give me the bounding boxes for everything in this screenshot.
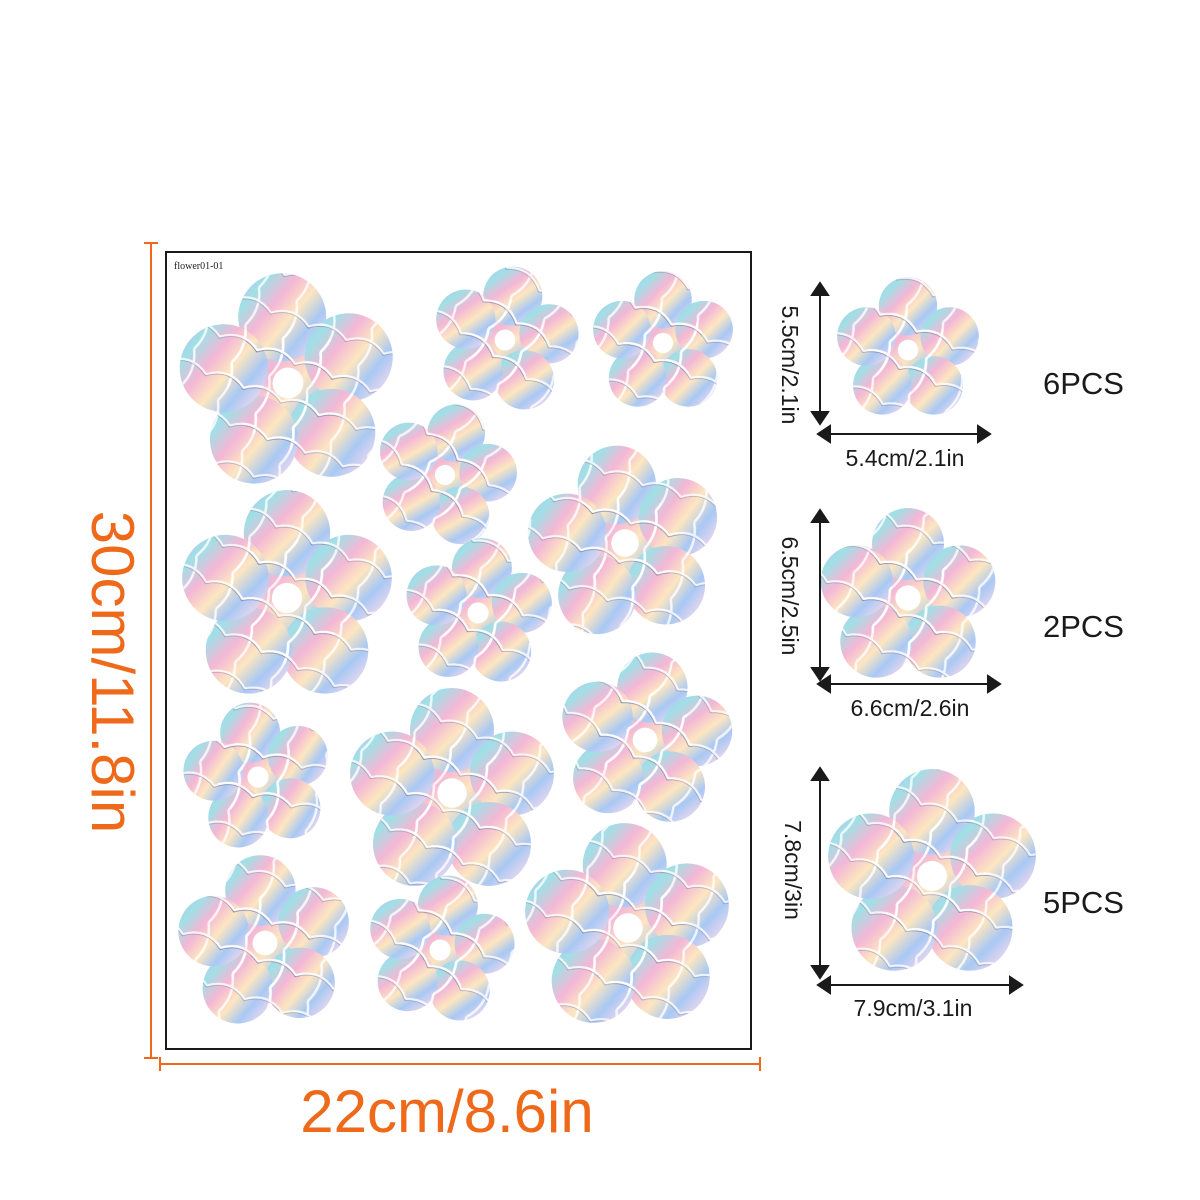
size-2-width-label: 6.6cm/2.6in (851, 695, 970, 721)
size-1-height-arrow (810, 281, 830, 426)
size-2-count: 2PCS (1043, 609, 1124, 644)
size-3-height-label: 7.8cm/3in (780, 820, 806, 920)
flower-sticker (350, 688, 554, 886)
center-hole (272, 367, 304, 399)
flower-sticker (179, 273, 393, 484)
center-hole (613, 913, 643, 943)
size-1-count: 6PCS (1043, 366, 1124, 401)
flower-sticker (436, 266, 579, 410)
size-3-width-arrow (816, 975, 1024, 995)
flower-sticker (593, 271, 733, 407)
flower-sticker (370, 875, 515, 1021)
size-1-width-label: 5.4cm/2.1in (846, 445, 965, 471)
size-3-width-label: 7.9cm/3.1in (854, 995, 973, 1021)
sheet-label: flower01-01 (174, 261, 223, 272)
flower-sticker-sample (820, 508, 996, 678)
height-dimension (144, 242, 158, 1059)
center-hole (434, 464, 456, 486)
flower-sticker (525, 823, 729, 1023)
size-2-height-label: 6.5cm/2.5in (777, 537, 803, 656)
size-3-count: 5PCS (1043, 885, 1124, 920)
width-dimension (159, 1057, 761, 1071)
center-hole (652, 332, 674, 354)
center-hole (271, 582, 303, 614)
flower-sticker (183, 702, 328, 848)
size-3-height-arrow (810, 766, 830, 980)
center-hole (252, 930, 278, 956)
center-hole (437, 778, 467, 808)
flower-sticker (182, 490, 392, 694)
flower-sticker-sample (828, 769, 1036, 971)
size-1-width-arrow (816, 424, 992, 444)
center-hole (632, 727, 658, 753)
flower-sticker (406, 538, 552, 682)
size-2-width-arrow (816, 674, 1002, 694)
height-label: 30cm/11.8in (79, 511, 146, 833)
flower-sticker (379, 404, 517, 545)
flower-sticker-sample (837, 277, 979, 415)
center-hole (467, 602, 489, 624)
center-hole (429, 939, 451, 961)
center-hole (895, 585, 921, 611)
flower-sticker (178, 855, 349, 1024)
center-hole (247, 766, 269, 788)
center-hole (611, 529, 639, 557)
flower-sticker (562, 652, 733, 822)
size-1-height-label: 5.5cm/2.1in (777, 306, 803, 425)
size-2-height-arrow (810, 508, 830, 682)
center-hole (897, 339, 919, 361)
width-label: 22cm/8.6in (300, 1078, 594, 1145)
center-hole (494, 329, 516, 351)
flower-sticker (527, 445, 718, 635)
center-hole (917, 861, 947, 891)
